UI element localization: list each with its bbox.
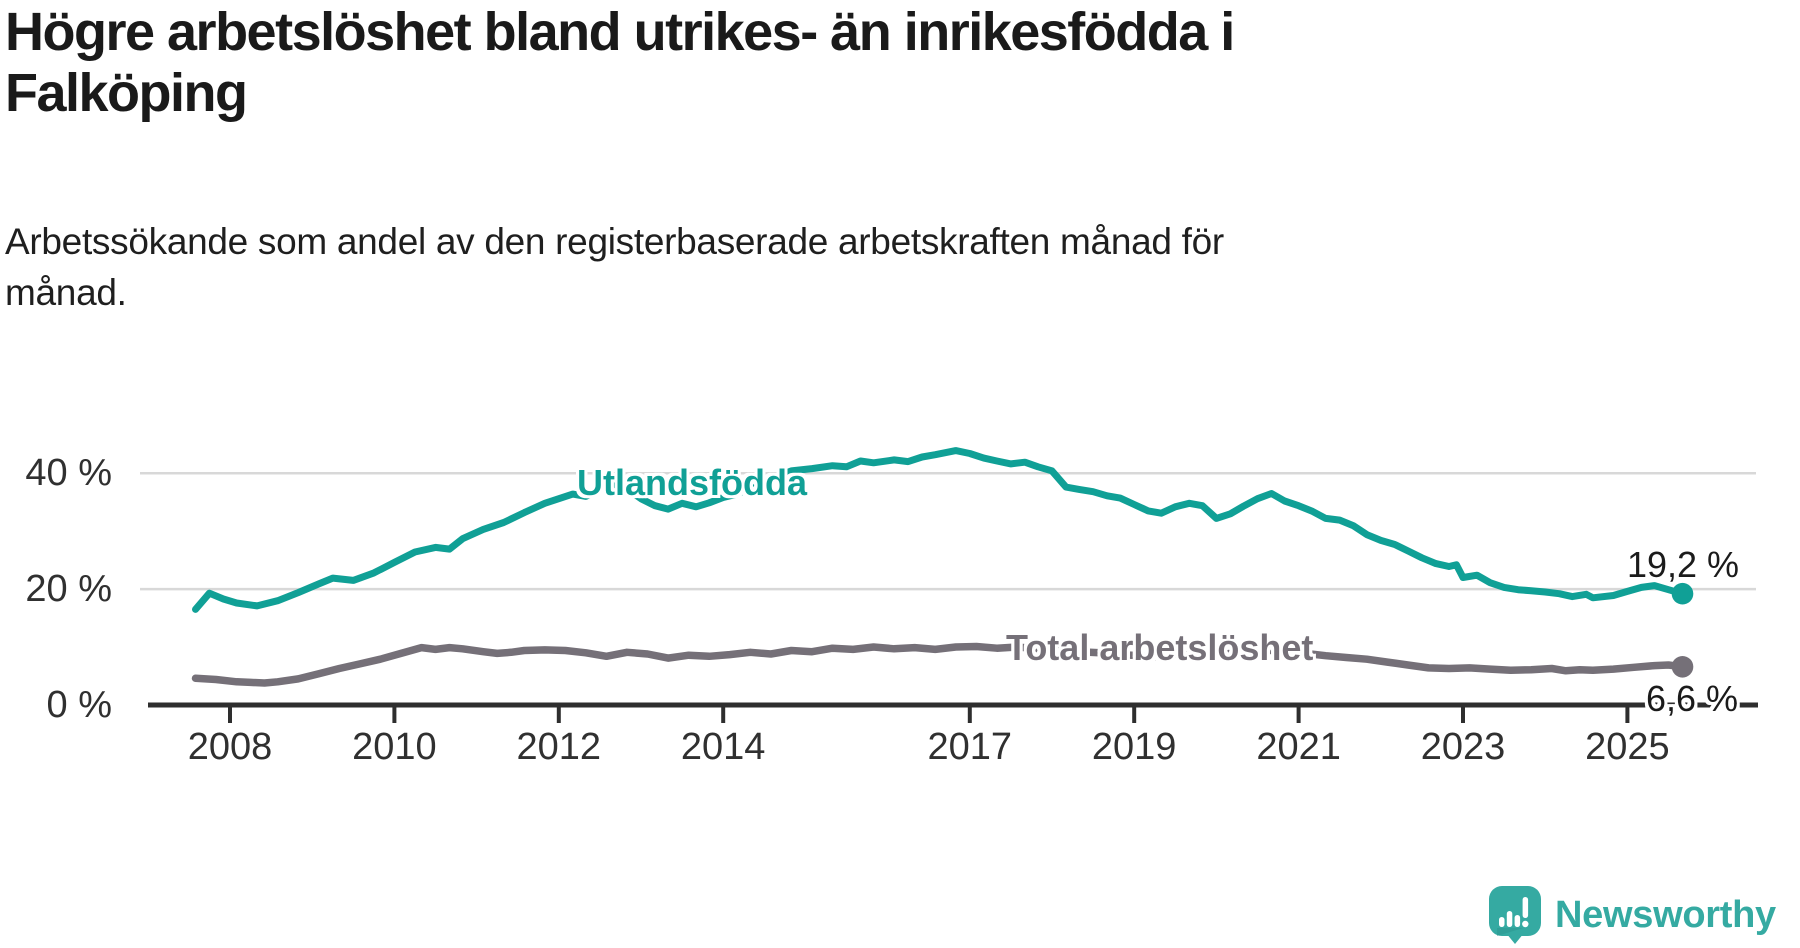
x-tick-label-2010: 2010 (352, 726, 437, 768)
y-tick-label-40pct: 40 % (25, 452, 112, 495)
newsworthy-logo: Newsworthy (1489, 886, 1776, 944)
page-title: Högre arbetslöshet bland utrikes- än inr… (5, 2, 1505, 124)
end-value-label-utlandsfodda: 19,2 % (1626, 544, 1740, 585)
page-subtitle: Arbetssökande som andel av den registerb… (5, 216, 1505, 318)
page-subtitle-line2: månad. (5, 272, 127, 313)
series-line-utlandsfodda (192, 447, 1686, 613)
x-tick-label-2014: 2014 (680, 726, 766, 768)
x-tick-label-2023: 2023 (1420, 726, 1506, 768)
x-tick-label-2008: 2008 (187, 726, 273, 768)
series-label-utlandsfodda: Utlandsfödda (577, 462, 807, 503)
x-tick-label-2021: 2021 (1256, 726, 1341, 768)
x-tick-label-2025: 2025 (1585, 726, 1670, 768)
y-tick-label-20pct: 20 % (25, 568, 112, 611)
x-tick-label-2017: 2017 (927, 726, 1013, 768)
end-dot-total (1671, 656, 1694, 678)
x-tick-label-2019: 2019 (1091, 726, 1177, 768)
y-tick-label-0pct: 0 % (46, 684, 112, 726)
end-dot-utlandsfodda (1671, 582, 1694, 605)
series-line-total (191, 642, 1687, 687)
series-label-total-arbetsloshet: Total arbetslöshet (1006, 627, 1314, 668)
page-subtitle-line1: Arbetssökande som andel av den registerb… (5, 221, 1224, 262)
newsworthy-icon (1489, 886, 1541, 944)
newsworthy-wordmark: Newsworthy (1555, 893, 1776, 936)
x-tick-label-2012: 2012 (516, 726, 602, 768)
page-title-line2: Falköping (5, 63, 248, 123)
end-value-label-total: 6,6 % (1645, 678, 1739, 719)
page-title-line1: Högre arbetslöshet bland utrikes- än inr… (5, 2, 1235, 62)
